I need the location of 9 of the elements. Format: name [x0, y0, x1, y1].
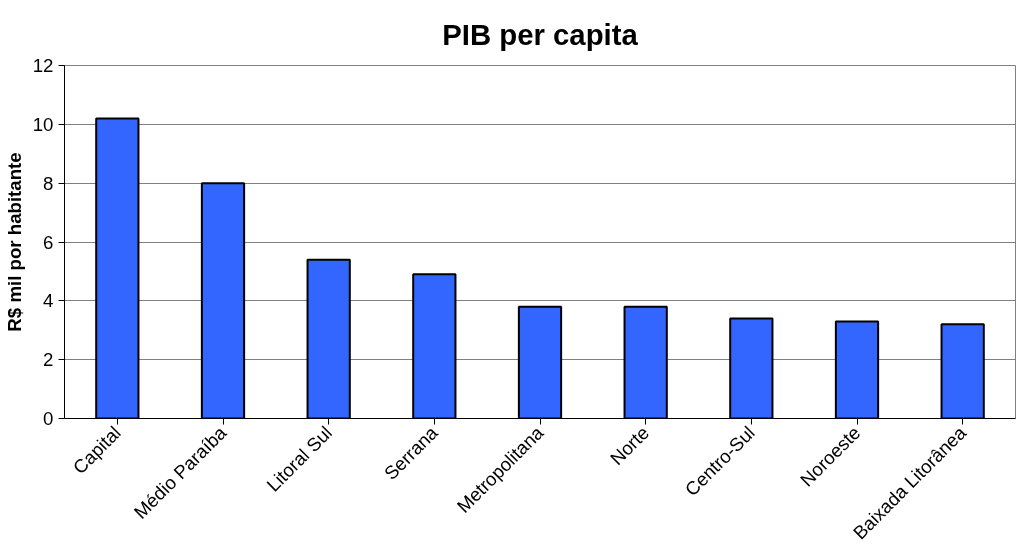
- y-tick-label: 10: [32, 113, 54, 135]
- y-tick-label: 2: [43, 349, 54, 371]
- y-axis-title: R$ mil por habitante: [3, 152, 25, 332]
- y-tick-label: 0: [43, 408, 54, 429]
- chart-title: PIB per capita: [442, 17, 639, 51]
- y-tick-label: 4: [43, 290, 54, 312]
- y-tick-label: 6: [43, 231, 54, 253]
- y-tick-label: 8: [43, 172, 54, 194]
- y-tick-label: 12: [32, 55, 54, 76]
